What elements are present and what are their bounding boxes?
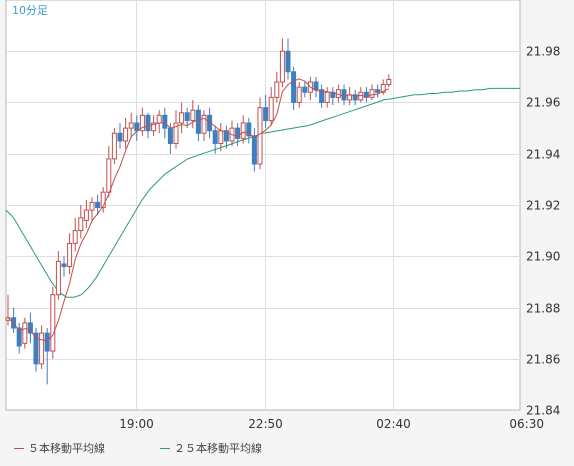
candle-up — [106, 158, 112, 193]
ma25-layer — [5, 87, 520, 298]
candle-up — [83, 209, 89, 221]
candle-up — [369, 89, 375, 98]
candle-down — [184, 112, 190, 121]
candle-down — [313, 81, 319, 91]
candle-down — [223, 130, 229, 142]
candle-up — [151, 122, 157, 132]
legend-ma5-swatch — [14, 447, 24, 449]
candle-down — [302, 86, 308, 93]
y-tick-label: 21.84 — [526, 404, 560, 418]
y-tick-label: 21.86 — [526, 353, 560, 367]
candle-up — [78, 217, 84, 232]
ma5-layer — [7, 78, 390, 342]
legend-ma5-label: ５本移動平均線 — [28, 442, 105, 455]
candles — [5, 38, 392, 385]
candle-up — [380, 84, 386, 93]
y-tick-label: 21.94 — [526, 148, 560, 162]
x-tick-label: 19:00 — [119, 417, 154, 431]
candle-down — [134, 122, 140, 132]
candle-up — [201, 114, 207, 134]
candle-up — [296, 86, 302, 103]
candle-up — [39, 332, 45, 365]
candle-up — [179, 112, 185, 124]
candle-down — [61, 263, 67, 267]
x-tick-label: 06:30 — [509, 417, 544, 431]
candle-up — [128, 122, 134, 129]
candle-down — [291, 71, 297, 103]
candle-down — [375, 89, 381, 93]
candle-down — [162, 114, 168, 129]
candle-up — [55, 260, 61, 296]
candle-up — [173, 122, 179, 144]
candle-up — [257, 107, 263, 165]
candle-up — [268, 96, 274, 121]
candle-down — [27, 322, 33, 334]
candle-up — [100, 191, 106, 209]
candle-down — [330, 91, 336, 98]
chart-title: 10分足 — [12, 4, 48, 17]
candle-down — [167, 127, 173, 144]
y-tick-label: 21.88 — [526, 302, 560, 316]
candle-up — [111, 132, 117, 160]
candle-up — [156, 114, 162, 124]
candle-up — [67, 242, 73, 267]
candle-down — [246, 122, 252, 137]
x-tick-label: 22:50 — [248, 417, 283, 431]
candle-down — [195, 109, 201, 134]
ma5-line — [7, 78, 390, 342]
candle-down — [95, 201, 101, 209]
x-tick-label: 02:40 — [376, 417, 411, 431]
candle-down — [33, 332, 39, 365]
y-tick-label: 21.96 — [526, 96, 560, 110]
ma25-line — [5, 87, 520, 298]
legend-ma25-label: ２５本移動平均線 — [174, 442, 262, 455]
candle-up — [386, 78, 392, 86]
candle-down — [145, 114, 151, 132]
candle-down — [251, 135, 257, 165]
candle-down — [16, 327, 22, 347]
candle-down — [319, 89, 325, 103]
candle-up — [279, 50, 285, 83]
candle-down — [44, 332, 50, 352]
candle-up — [72, 230, 78, 244]
y-tick-label: 21.92 — [526, 199, 560, 213]
y-tick-label: 21.98 — [526, 45, 560, 59]
y-tick-label: 21.90 — [526, 250, 560, 264]
legend-ma25: ２５本移動平均線 — [160, 440, 262, 456]
candle-down — [285, 50, 291, 73]
candle-down — [212, 130, 218, 144]
candle-up — [22, 322, 28, 344]
candle-up — [240, 122, 246, 139]
candle-up — [50, 294, 56, 352]
candle-up — [139, 114, 145, 132]
candle-up — [274, 81, 280, 98]
candle-up — [190, 109, 196, 121]
candle-up — [89, 201, 95, 211]
candle-down — [235, 127, 241, 139]
legend-ma5: ５本移動平均線 — [14, 440, 105, 456]
y-axis: 21.98 21.96 21.94 21.92 21.90 21.88 21.86 21.84 — [526, 45, 560, 418]
candle-down — [117, 132, 123, 142]
x-axis: 19:00 22:50 02:40 06:30 — [119, 417, 544, 431]
candle-down — [341, 89, 347, 101]
candle-up — [123, 127, 129, 142]
candle-down — [352, 94, 358, 101]
legend-ma25-swatch — [160, 447, 170, 449]
candle-down — [263, 107, 269, 121]
candle-up — [324, 91, 330, 103]
candle-up — [218, 130, 224, 144]
